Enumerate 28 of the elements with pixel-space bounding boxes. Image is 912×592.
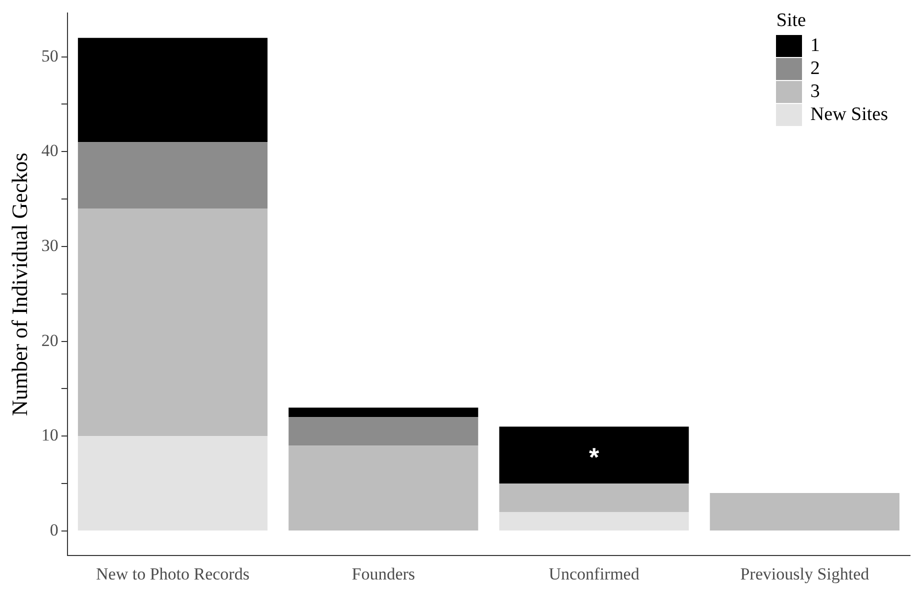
x-tick-label: Previously Sighted <box>740 564 870 584</box>
y-tick-label: 50 <box>41 46 58 66</box>
legend-label: 3 <box>810 80 820 102</box>
bar <box>499 484 689 512</box>
bar <box>499 512 689 530</box>
y-tick-label: 10 <box>41 426 58 445</box>
legend-label: New Sites <box>810 104 888 126</box>
y-axis-title: Number of Individual Geckos <box>6 152 32 416</box>
y-tick-label: 40 <box>41 141 58 160</box>
y-tick-label: 30 <box>41 236 58 255</box>
bar <box>288 446 478 530</box>
y-tick-label: 20 <box>41 330 58 350</box>
bar <box>288 417 478 446</box>
legend-label: 1 <box>810 34 820 56</box>
bar <box>499 426 689 484</box>
bar <box>710 493 900 530</box>
x-tick-label: Founders <box>352 564 416 584</box>
legend-label: 2 <box>810 58 820 80</box>
x-tick-label: New to Photo Records <box>96 564 250 584</box>
annotation: * <box>588 442 600 472</box>
legend-title: Site <box>776 10 807 32</box>
x-tick-label: Unconfirmed <box>548 564 640 584</box>
bar <box>78 208 268 436</box>
bar <box>78 38 268 142</box>
bar <box>78 436 268 530</box>
bar <box>288 408 478 418</box>
y-tick-label: 0 <box>50 520 58 540</box>
bar <box>78 142 268 209</box>
